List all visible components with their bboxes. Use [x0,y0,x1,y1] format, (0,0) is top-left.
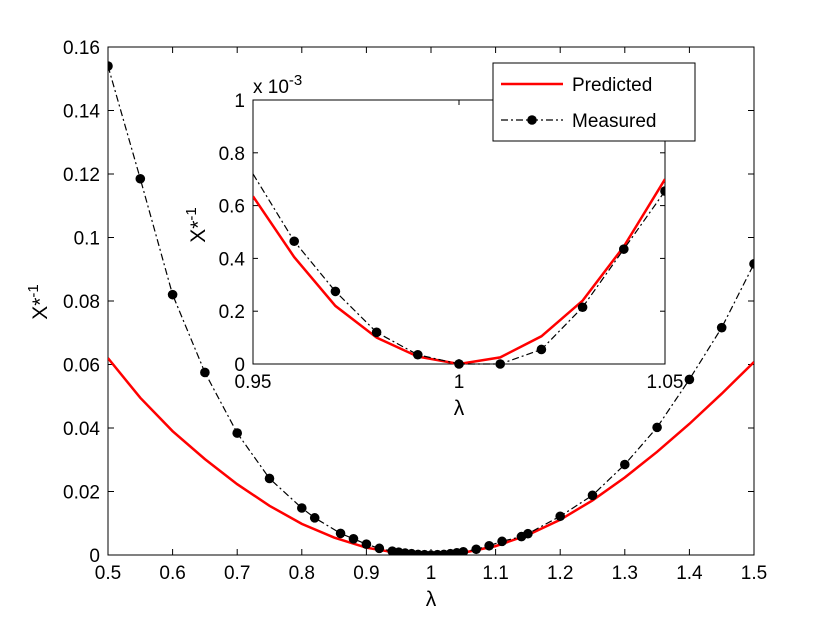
main-series-measured-point [458,547,469,555]
legend: Predicted Measured [492,62,696,142]
main-xtick-label: 0.6 [159,563,185,584]
main-ytick-label: 0.12 [63,165,100,186]
main-x-axis-title: λ [426,588,437,611]
main-xtick-label: 1.3 [612,563,638,584]
inset-xtick-label: 1.05 [647,372,684,393]
inset-y-axis-title: X*-1 [183,207,210,243]
main-ytick-label: 0.06 [63,356,100,377]
inset-ytick-label: 0.8 [219,144,245,165]
main-ytick-label: 0.04 [63,419,100,440]
main-y-axis-title-sup: -1 [25,284,42,297]
inset-scale-base: x 10 [253,77,289,98]
inset-series-measured-point [371,327,382,338]
inset-ytick-label: 1 [234,91,245,112]
main-xtick-label: 0.9 [353,563,379,584]
main-series-measured-point [335,528,346,539]
main-ytick-label: 0 [89,546,100,567]
main-series-measured-point [471,544,482,555]
inset-series-measured-point [289,236,300,247]
inset-series-measured-point [454,359,464,369]
main-y-axis-title: X*-1 [25,284,52,320]
inset-ytick-label: 0.2 [219,302,245,323]
main-series-predicted-line [108,357,754,555]
main-series-measured-point [684,374,695,385]
main-series-measured-point [200,367,210,378]
inset-y-axis-title-base: X* [187,221,210,243]
main-series-measured-point [348,534,359,544]
main-series-measured-point [309,513,320,523]
main-ytick-label: 0.14 [63,102,100,123]
inset-series-measured-point [413,349,423,360]
main-series-group [108,61,754,555]
main-series-measured-point [232,428,242,438]
main-series-measured-point [620,459,630,470]
inset-scale-factor: x 10-3 [253,72,302,98]
main-axes: 0.5 0.6 0.7 0.8 0.9 1 1.1 1.2 1.3 1.4 1.5 0 0.02 0.04… [63,38,767,584]
main-y-axis-title-base: X* [29,298,52,320]
inset-series-measured-point [660,186,665,196]
main-series-measured-point [716,322,727,333]
inset-ytick-label: 0 [234,355,245,376]
main-series-measured-point [297,503,307,513]
main-ytick-label: 0.08 [63,292,100,313]
inset-series-measured-point [495,359,506,369]
inset-scale-exponent: -3 [289,72,302,89]
inset-frame [252,99,666,365]
main-ytick-label: 0.02 [63,483,100,504]
inset-series-measured-point [619,244,629,254]
main-series-measured-point [374,543,385,554]
main-series-measured-point [497,536,507,547]
inset-series-measured-point [577,302,588,313]
inset-xtick-label: 0.95 [235,372,272,393]
inset-x-axis-title: λ [454,397,465,420]
main-xtick-label: 1.4 [676,563,703,584]
inset-ytick-label: 0.4 [219,249,246,270]
main-series-measured-point [135,173,146,184]
main-xtick-label: 0.7 [224,563,250,584]
legend-measured-marker [527,115,537,125]
legend-measured-label: Measured [572,111,657,132]
inset-axes: 0.95 1 1.05 0 0.2 0.4 0.6 0.8 1 [219,91,684,393]
inset-ytick-label: 0.6 [219,197,245,218]
main-series-measured-point [749,259,754,269]
main-xtick-label: 0.5 [95,563,121,584]
main-series-measured-point [108,61,113,71]
main-series-measured-point [361,539,372,550]
main-xtick-label: 0.8 [289,563,315,584]
main-xtick-label: 1.2 [547,563,573,584]
inset-series-measured-point [330,286,341,297]
main-series-measured-point [523,528,533,539]
main-ytick-label: 0.1 [74,229,100,250]
inset-series-group [253,173,665,369]
main-xtick-label: 1.1 [482,563,508,584]
legend-box [492,62,696,142]
inset-series-measured-point [536,344,547,355]
main-xtick-label: 1.5 [741,563,767,584]
inset-y-axis-title-sup: -1 [183,207,200,220]
main-series-measured-point [264,473,275,484]
main-series-measured-point [167,289,178,300]
legend-predicted-label: Predicted [572,75,652,96]
main-series-measured-point [484,540,494,551]
main-series-measured-point [555,511,565,522]
inset-xtick-label: 1 [454,372,465,393]
main-ytick-label: 0.16 [63,38,100,59]
main-series-measured-point [587,490,598,501]
main-xtick-label: 1 [426,563,437,584]
main-series-measured-point [652,422,662,433]
